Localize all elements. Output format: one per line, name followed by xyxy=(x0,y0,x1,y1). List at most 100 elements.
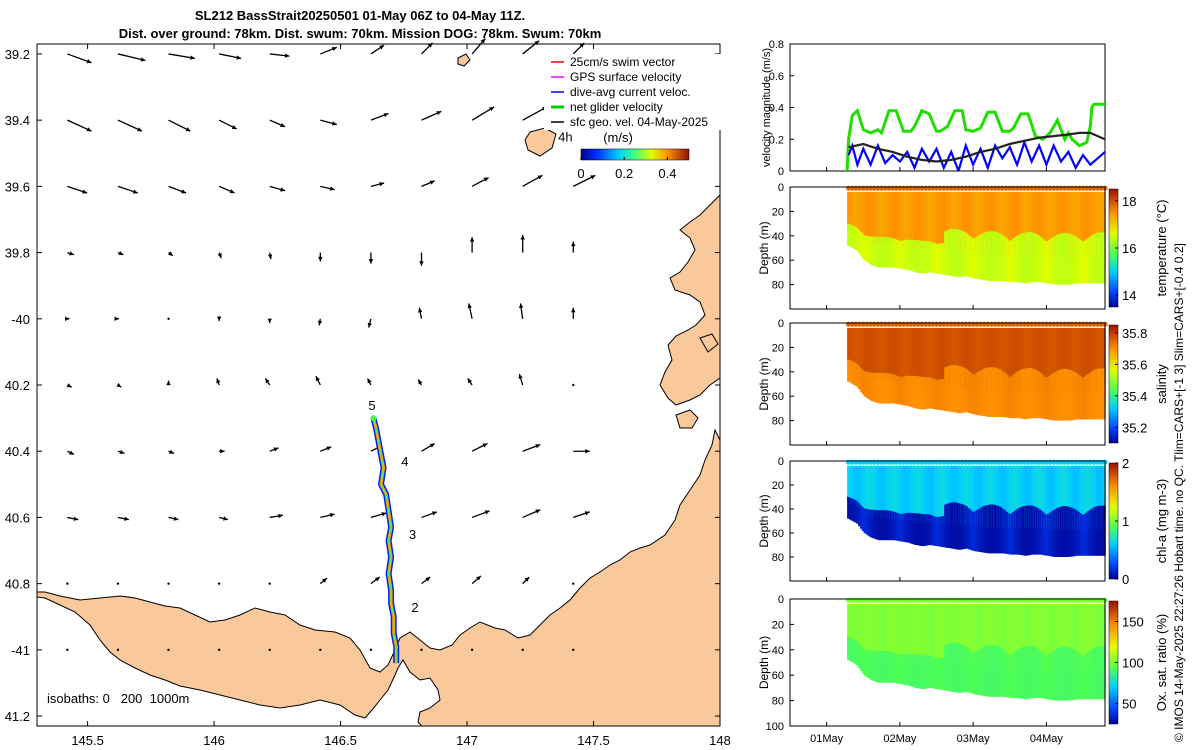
heatmap-cell xyxy=(1044,241,1048,284)
lon-tick-label: 148 xyxy=(709,733,730,748)
heatmap-cell xyxy=(1035,465,1039,529)
heatmap-cell xyxy=(944,231,947,275)
heatmap-cell xyxy=(993,327,996,391)
heatmap-cell xyxy=(1035,648,1039,698)
current-vector xyxy=(66,648,69,652)
heatmap-cell xyxy=(1066,191,1070,258)
lat-tick-label: 40.6 xyxy=(5,510,30,525)
heatmap-cell xyxy=(1057,604,1060,673)
heatmap-cell xyxy=(962,191,965,252)
heatmap-cell xyxy=(880,651,883,683)
heatmap-cell xyxy=(1052,604,1055,672)
velocity-series-line xyxy=(845,102,1105,171)
heatmap-cell xyxy=(1088,604,1092,672)
heatmap-cell xyxy=(916,654,919,689)
heatmap-cell xyxy=(894,327,898,382)
tasmania-land xyxy=(37,428,720,726)
heatmap-frame xyxy=(789,598,1106,727)
heatmap-cell xyxy=(1090,604,1093,672)
time-axis-labels: 01May 02May 03May 04May xyxy=(810,733,1063,745)
heatmap-cell xyxy=(1094,191,1097,257)
heatmap-cell xyxy=(949,643,952,692)
current-vector-head xyxy=(418,307,423,313)
current-vector xyxy=(268,648,271,652)
heatmap-cell xyxy=(1074,604,1077,672)
current-vector-head xyxy=(326,446,332,451)
heatmap-cell xyxy=(1050,465,1053,530)
current-vector-head xyxy=(489,106,495,112)
heatmap-cell xyxy=(924,465,927,523)
heatmap-cell xyxy=(887,651,890,683)
heatmap-cell xyxy=(1070,191,1073,257)
heatmap-cell xyxy=(924,514,927,546)
heatmap-cell xyxy=(977,327,980,390)
heatmap-cell xyxy=(1012,238,1015,283)
heatmap-cell xyxy=(1017,649,1020,699)
depth-tick-label: 40 xyxy=(772,504,784,516)
heatmap-cell xyxy=(1094,604,1097,672)
heatmap-cell xyxy=(909,375,912,407)
heatmap-cell xyxy=(922,240,925,274)
current-vector-head xyxy=(534,40,540,46)
velocity-ylabel: velocity magnitude (m/s) xyxy=(761,48,773,167)
heatmap-cell xyxy=(995,645,998,697)
heatmap-cell xyxy=(942,243,945,275)
heatmap-cell xyxy=(1010,191,1013,256)
heatmap-cell xyxy=(1076,373,1079,420)
heatmap-cell xyxy=(962,604,965,667)
heatmap-cell xyxy=(938,327,941,386)
heatmap-cell xyxy=(854,465,857,506)
heatmap-cell xyxy=(867,372,870,399)
depth-tick-label: 60 xyxy=(772,391,784,403)
heatmap-cell xyxy=(894,375,898,404)
heatmap-cell xyxy=(993,465,996,528)
current-vector-head xyxy=(86,59,92,64)
heatmap-cell xyxy=(885,465,888,518)
heatmap-cell xyxy=(1015,372,1018,419)
heatmap-cell xyxy=(966,191,969,252)
heatmap-cell xyxy=(925,241,929,273)
heatmap-cell xyxy=(980,191,984,254)
heatmap-cell xyxy=(869,327,872,379)
colorbar-tick-label: 0 xyxy=(1122,572,1129,587)
heatmap-cell xyxy=(957,643,960,693)
heatmap-cell xyxy=(1050,604,1053,672)
heatmap-cell xyxy=(999,506,1002,554)
heatmap-cell xyxy=(850,498,854,521)
heatmap-cell xyxy=(1002,604,1006,670)
heatmap-cell xyxy=(999,647,1002,697)
heatmap-cell xyxy=(1081,191,1084,257)
depth-tick-label: 60 xyxy=(772,670,784,682)
heatmap-cell xyxy=(874,604,877,659)
heatmap-cell xyxy=(914,376,918,409)
map-title-line-2: Dist. over ground: 78km. Dist. swum: 70k… xyxy=(118,26,602,41)
heatmap-cell xyxy=(1035,191,1039,256)
heatmap-cell xyxy=(863,508,866,534)
heatmap-cell xyxy=(1008,654,1011,698)
heatmap-cell xyxy=(1004,237,1007,282)
heatmap-cell xyxy=(993,604,996,670)
depth-tick-label: 80 xyxy=(772,696,784,708)
heatmap-cell xyxy=(1096,191,1099,257)
heatmap-cell xyxy=(931,327,934,385)
heatmap-cell xyxy=(1098,327,1101,393)
heatmap-cell xyxy=(852,361,855,385)
heatmap-cell xyxy=(1004,191,1007,255)
depth-tick-label: 60 xyxy=(772,255,784,267)
heatmap-cell xyxy=(991,604,995,670)
heatmap-cell xyxy=(874,327,877,381)
heatmap-cell xyxy=(944,367,947,411)
heatmap-cell xyxy=(1001,465,1004,528)
heatmap-cell xyxy=(1041,191,1044,256)
heatmap-cell xyxy=(907,239,910,271)
heatmap-cell xyxy=(999,327,1002,391)
heatmap-cell xyxy=(966,604,969,666)
heatmap-cell xyxy=(894,512,898,541)
current-vector-head xyxy=(518,303,524,309)
heatmap-cell xyxy=(1021,327,1024,392)
heatmap-cell xyxy=(1054,650,1057,701)
current-vector-head xyxy=(317,320,323,326)
heatmap-cell xyxy=(922,655,925,690)
heatmap-cell xyxy=(1088,236,1092,284)
heatmap-cell xyxy=(1037,371,1040,419)
